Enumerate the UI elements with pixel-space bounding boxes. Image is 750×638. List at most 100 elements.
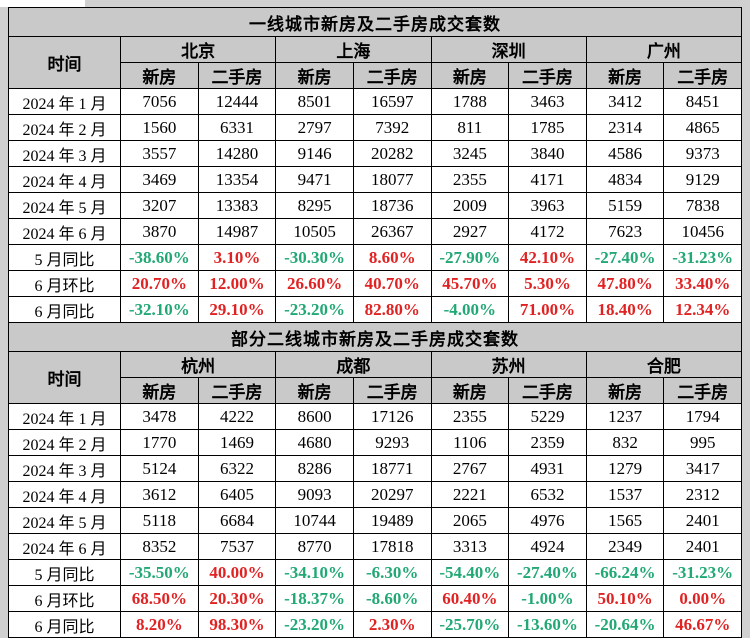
- subcolumn-header-cell: 二手房: [508, 377, 587, 404]
- subcolumn-header-cell: 二手房: [663, 377, 742, 404]
- subcolumn-header-cell: 新房: [275, 377, 354, 404]
- percent-row: 6 月环比 20.70% 12.00% 26.60% 40.70% 45.70% 5.30%…: [8, 270, 742, 297]
- percent-cell: 82.80%: [352, 296, 432, 323]
- value-cell: 1106: [430, 429, 510, 456]
- value-cell: 995: [663, 429, 742, 456]
- value-cell: 2312: [663, 481, 742, 508]
- value-cell: 4924: [508, 533, 587, 560]
- table-row: 2024 年 5 月 5118 6684 10744 19489 2065 4976 1565…: [8, 507, 742, 534]
- percent-cell: -13.60%: [508, 611, 587, 638]
- value-cell: 8600: [275, 403, 354, 430]
- percent-cell: -66.24%: [585, 559, 665, 586]
- value-cell: 6405: [197, 481, 277, 508]
- value-cell: 4931: [508, 455, 587, 482]
- value-cell: 6322: [197, 455, 277, 482]
- percent-cell: 42.10%: [508, 244, 587, 271]
- percent-cell: 26.60%: [275, 270, 354, 297]
- percent-cell: -54.40%: [430, 559, 510, 586]
- percent-cell: 12.00%: [197, 270, 277, 297]
- value-cell: 7537: [197, 533, 277, 560]
- percent-cell: 20.30%: [197, 585, 277, 612]
- value-cell: 3463: [508, 88, 587, 115]
- value-cell: 3557: [120, 140, 199, 167]
- table-row: 2024 年 6 月 8352 7537 8770 17818 3313 4924 2349 2…: [8, 533, 742, 560]
- row-label-cell: 2024 年 1 月: [8, 403, 121, 430]
- value-cell: 14280: [197, 140, 277, 167]
- value-cell: 3313: [430, 533, 510, 560]
- value-cell: 2355: [430, 166, 510, 193]
- value-cell: 7056: [120, 88, 199, 115]
- subcolumn-header-cell: 二手房: [663, 62, 742, 89]
- value-cell: 5229: [508, 403, 587, 430]
- value-cell: 10744: [275, 507, 354, 534]
- percent-cell: 8.60%: [352, 244, 432, 271]
- value-cell: 7392: [352, 114, 432, 141]
- table-row: 2024 年 4 月 3469 13354 9471 18077 2355 4171 4834…: [8, 166, 742, 193]
- percent-cell: 18.40%: [585, 296, 665, 323]
- value-cell: 1237: [585, 403, 665, 430]
- subcolumn-header-cell: 二手房: [197, 62, 277, 89]
- value-cell: 4976: [508, 507, 587, 534]
- value-cell: 4172: [508, 218, 587, 245]
- value-cell: 2355: [430, 403, 510, 430]
- value-cell: 6331: [197, 114, 277, 141]
- value-cell: 16597: [352, 88, 432, 115]
- percent-row: 6 月同比 8.20% 98.30% -23.20% 2.30% -25.70% -13.6…: [8, 611, 742, 638]
- value-cell: 4586: [585, 140, 665, 167]
- value-cell: 2065: [430, 507, 510, 534]
- table-row: 2024 年 5 月 3207 13383 8295 18736 2009 3963 5159…: [8, 192, 742, 219]
- value-cell: 19489: [352, 507, 432, 534]
- percent-cell: 68.50%: [120, 585, 199, 612]
- value-cell: 2009: [430, 192, 510, 219]
- percent-cell: -30.30%: [275, 244, 354, 271]
- subcolumn-header-cell: 二手房: [352, 62, 432, 89]
- subcolumn-header-cell: 新房: [585, 62, 665, 89]
- first-tier-cities-table: 一线城市新房及二手房成交套数 时间 北京 上海 深圳 广州 新房 二手房 新房 二手房 新房 二手房新…: [8, 7, 743, 323]
- value-cell: 8286: [275, 455, 354, 482]
- value-cell: 18077: [352, 166, 432, 193]
- value-cell: 17126: [352, 403, 432, 430]
- value-cell: 2401: [663, 507, 742, 534]
- percent-cell: -23.20%: [275, 296, 354, 323]
- row-label-cell: 6 月环比: [8, 270, 121, 297]
- row-label-cell: 6 月同比: [8, 296, 121, 323]
- percent-cell: 29.10%: [197, 296, 277, 323]
- percent-row: 5 月同比 -38.60% 3.10% -30.30% 8.60% -27.90% 42.1…: [8, 244, 742, 271]
- percent-cell: 0.00%: [663, 585, 742, 612]
- percent-cell: 12.34%: [663, 296, 742, 323]
- value-cell: 832: [585, 429, 665, 456]
- row-label-cell: 2024 年 1 月: [8, 88, 121, 115]
- value-cell: 26367: [352, 218, 432, 245]
- value-cell: 3870: [120, 218, 199, 245]
- subcolumn-header-cell: 新房: [275, 62, 354, 89]
- subcolumn-header-cell: 新房: [430, 377, 510, 404]
- table-row: 2024 年 2 月 1560 6331 2797 7392 811 1785 2314 486…: [8, 114, 742, 141]
- percent-cell: -27.40%: [585, 244, 665, 271]
- percent-cell: -38.60%: [120, 244, 199, 271]
- table-title: 一线城市新房及二手房成交套数: [8, 7, 742, 37]
- percent-cell: 46.67%: [663, 611, 742, 638]
- row-label-cell: 2024 年 2 月: [8, 429, 121, 456]
- percent-cell: -31.23%: [663, 559, 742, 586]
- value-cell: 1785: [508, 114, 587, 141]
- value-cell: 10505: [275, 218, 354, 245]
- row-label-cell: 2024 年 5 月: [8, 192, 121, 219]
- row-label-cell: 6 月同比: [8, 611, 121, 638]
- value-cell: 811: [430, 114, 510, 141]
- value-cell: 3478: [120, 403, 199, 430]
- value-cell: 2797: [275, 114, 354, 141]
- value-cell: 18736: [352, 192, 432, 219]
- table-row: 2024 年 3 月 3557 14280 9146 20282 3245 3840 4586…: [8, 140, 742, 167]
- percent-cell: -31.23%: [663, 244, 742, 271]
- value-cell: 3840: [508, 140, 587, 167]
- percent-cell: 40.70%: [352, 270, 432, 297]
- percent-cell: 60.40%: [430, 585, 510, 612]
- value-cell: 6684: [197, 507, 277, 534]
- percent-cell: -27.40%: [508, 559, 587, 586]
- value-cell: 3417: [663, 455, 742, 482]
- table-row: 2024 年 2 月 1770 1469 4680 9293 1106 2359 832 995: [8, 429, 742, 456]
- subcolumn-header-cell: 新房: [585, 377, 665, 404]
- value-cell: 1279: [585, 455, 665, 482]
- percent-cell: 5.30%: [508, 270, 587, 297]
- value-cell: 2314: [585, 114, 665, 141]
